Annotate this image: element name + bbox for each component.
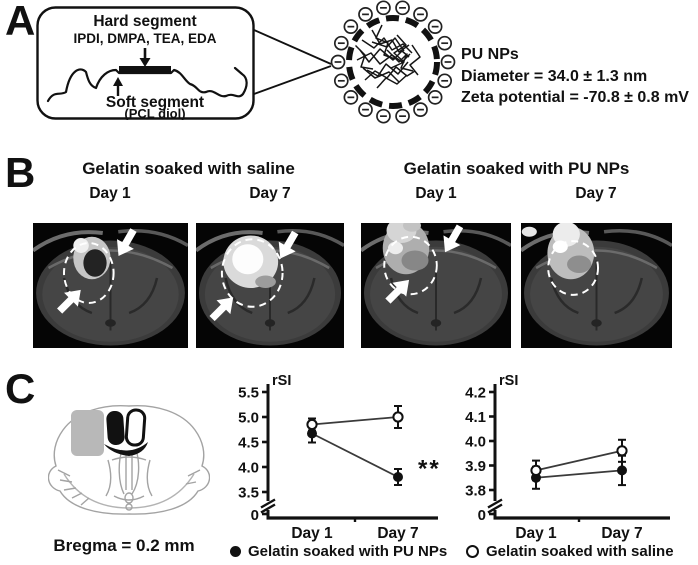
atlas-outlined-lobe-right bbox=[124, 408, 147, 447]
minus-charge-icon bbox=[376, 108, 391, 124]
open-circle-icon bbox=[466, 545, 479, 558]
panel-a-label: A bbox=[5, 0, 36, 44]
panel-c-label: C bbox=[5, 365, 36, 412]
rsi-chart-contralateral: rSI 3.8 3.9 4.0 4.1 4.2 0 Day 1 Day 7 bbox=[465, 373, 670, 542]
day-label-punps-day7: Day 7 bbox=[575, 185, 617, 202]
legend-item-punps: Gelatin soaked with PU NPs bbox=[230, 543, 447, 560]
svg-text:4.5: 4.5 bbox=[238, 435, 259, 452]
mri-image-punps-day7 bbox=[521, 223, 672, 348]
minus-charge-icon bbox=[376, 0, 391, 16]
atlas-gray-roi bbox=[71, 410, 104, 456]
minus-charge-icon bbox=[437, 73, 453, 89]
white-arrow-icon bbox=[443, 224, 464, 253]
bregma-label: Bregma = 0.2 mm bbox=[53, 536, 195, 555]
mri-image-punps-day1 bbox=[361, 223, 511, 348]
minus-charge-icon bbox=[330, 54, 346, 70]
np-title: PU NPs bbox=[461, 46, 519, 63]
negative-charge-icons bbox=[330, 0, 456, 124]
panel-b-label: B bbox=[5, 149, 36, 196]
svg-text:0: 0 bbox=[478, 507, 486, 524]
svg-text:4.1: 4.1 bbox=[465, 409, 486, 426]
svg-text:5.0: 5.0 bbox=[238, 410, 259, 427]
brain-atlas-diagram bbox=[48, 405, 210, 515]
mri-image-saline-day7 bbox=[196, 223, 344, 348]
group-title-saline: Gelatin soaked with saline bbox=[82, 159, 295, 178]
minus-charge-icon bbox=[427, 19, 443, 34]
np-polymer-tangle bbox=[354, 24, 421, 89]
hard-segment-bar bbox=[119, 66, 171, 73]
pu-synthesis-schematic: Hard segment IPDI, DMPA, TEA, EDA Soft s… bbox=[36, 6, 255, 120]
atlas-outline bbox=[48, 405, 210, 515]
polymer-chain-line bbox=[46, 66, 248, 103]
svg-text:**: ** bbox=[418, 456, 441, 483]
white-arrow-icon bbox=[278, 230, 299, 259]
legend-item-saline: Gelatin soaked with saline bbox=[466, 543, 674, 560]
minus-charge-icon bbox=[358, 102, 373, 117]
minus-charge-icon bbox=[395, 0, 410, 16]
white-arrow-icon bbox=[385, 279, 410, 304]
white-arrow-icon bbox=[57, 289, 81, 314]
np-dashed-shell bbox=[346, 15, 440, 109]
minus-charge-icon bbox=[333, 35, 349, 51]
minus-charge-icon bbox=[395, 108, 410, 124]
down-arrow-icon bbox=[139, 48, 151, 67]
svg-text:Day 7: Day 7 bbox=[377, 525, 418, 542]
zoom-connector-lines bbox=[253, 29, 332, 95]
day-label-punps-day1: Day 1 bbox=[415, 185, 457, 202]
svg-text:Day 7: Day 7 bbox=[601, 525, 642, 542]
minus-charge-icon bbox=[343, 90, 359, 105]
hard-segment-title: Hard segment bbox=[93, 13, 196, 30]
soft-segment-sub: (PCL diol) bbox=[124, 106, 185, 120]
minus-charge-icon bbox=[333, 73, 349, 89]
svg-text:3.8: 3.8 bbox=[465, 483, 486, 500]
filled-circle-icon bbox=[230, 546, 241, 557]
svg-text:3.5: 3.5 bbox=[238, 485, 259, 502]
minus-charge-icon bbox=[413, 102, 428, 117]
legend-label-punps: Gelatin soaked with PU NPs bbox=[248, 543, 448, 560]
atlas-black-lobe-left bbox=[106, 410, 125, 445]
atlas-black-band bbox=[104, 442, 148, 456]
svg-text:4.0: 4.0 bbox=[238, 460, 259, 477]
day-label-saline-day1: Day 1 bbox=[89, 185, 131, 202]
pu-nanoparticle-illustration bbox=[330, 0, 456, 124]
minus-charge-icon bbox=[437, 35, 453, 51]
svg-text:3.9: 3.9 bbox=[465, 458, 486, 475]
svg-text:5.5: 5.5 bbox=[238, 385, 259, 402]
white-arrow-icon bbox=[209, 297, 234, 322]
up-arrow-icon bbox=[113, 77, 123, 96]
svg-text:0: 0 bbox=[251, 507, 259, 524]
svg-text:4.0: 4.0 bbox=[465, 434, 486, 451]
hard-segment-components: IPDI, DMPA, TEA, EDA bbox=[73, 31, 216, 46]
np-diameter: Diameter = 34.0 ± 1.3 nm bbox=[461, 67, 648, 85]
svg-text:Day 1: Day 1 bbox=[291, 525, 333, 542]
svg-text:rSI: rSI bbox=[499, 373, 518, 389]
np-zeta-potential: Zeta potential = -70.8 ± 0.8 mV bbox=[461, 89, 689, 106]
white-arrow-icon bbox=[116, 228, 137, 256]
minus-charge-icon bbox=[427, 90, 443, 105]
day-label-saline-day7: Day 7 bbox=[249, 185, 291, 202]
rsi-chart-lesion: rSI 3.5 4.0 4.5 5.0 5.5 0 Day 1 Day 7 ** bbox=[238, 373, 441, 542]
minus-charge-icon bbox=[343, 19, 359, 34]
svg-text:Day 1: Day 1 bbox=[515, 525, 557, 542]
minus-charge-icon bbox=[358, 7, 373, 22]
mri-image-saline-day1 bbox=[33, 223, 188, 348]
group-title-punps: Gelatin soaked with PU NPs bbox=[403, 159, 630, 178]
svg-text:rSI: rSI bbox=[272, 373, 291, 389]
svg-text:4.2: 4.2 bbox=[465, 385, 486, 402]
minus-charge-icon bbox=[413, 7, 428, 22]
np-properties: PU NPs Diameter = 34.0 ± 1.3 nm Zeta pot… bbox=[461, 44, 689, 109]
soft-segment-title: Soft segment bbox=[106, 94, 204, 111]
legend-label-saline: Gelatin soaked with saline bbox=[486, 543, 674, 560]
minus-charge-icon bbox=[440, 54, 456, 70]
